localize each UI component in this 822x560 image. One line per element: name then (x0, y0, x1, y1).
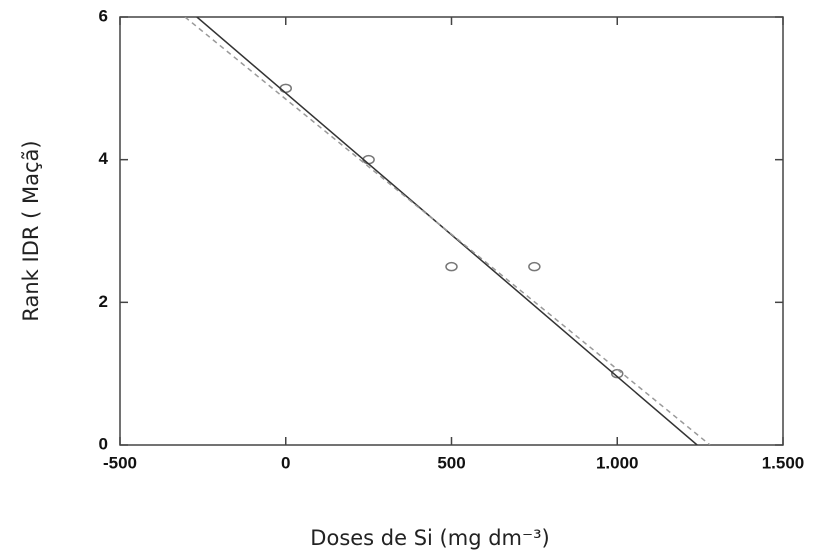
y-tick-label: 6 (99, 6, 108, 25)
point (611, 368, 624, 379)
y-axis-title: Rank IDR ( Maçã) (19, 140, 43, 321)
x-tick-label: 500 (437, 453, 465, 472)
plot-frame (119, 16, 784, 446)
x-tick-label: 1.500 (762, 453, 805, 472)
y-tick-label: 4 (99, 149, 109, 168)
x-axis-title: Doses de Si (mg dm⁻³) (310, 526, 549, 550)
fit-line (184, 17, 711, 445)
point (279, 83, 292, 94)
point (445, 261, 458, 272)
x-tick-label: 1.000 (596, 453, 639, 472)
point (528, 261, 541, 272)
x-tick-label: -500 (103, 453, 137, 472)
y-tick-label: 0 (99, 434, 108, 453)
x-tick-label: 0 (281, 453, 290, 472)
fit-line (196, 17, 698, 445)
y-tick-label: 2 (99, 292, 108, 311)
